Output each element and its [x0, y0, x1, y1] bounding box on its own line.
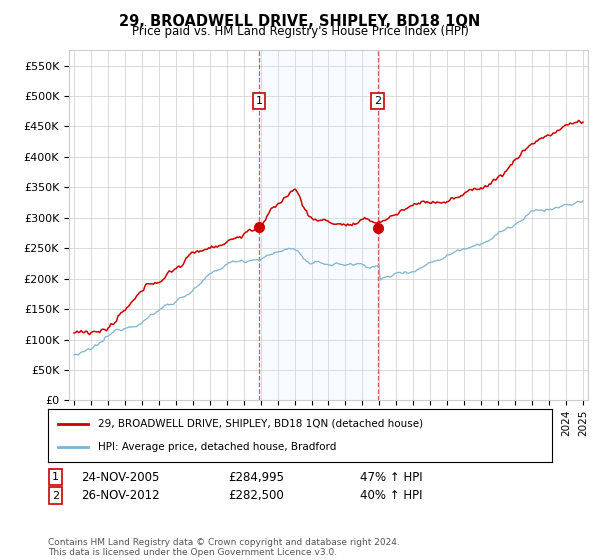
Text: Price paid vs. HM Land Registry's House Price Index (HPI): Price paid vs. HM Land Registry's House … [131, 25, 469, 38]
Bar [259, 50, 377, 400]
Text: Contains HM Land Registry data © Crown copyright and database right 2024.
This d: Contains HM Land Registry data © Crown c… [48, 538, 400, 557]
Text: £284,995: £284,995 [228, 470, 284, 484]
Text: £282,500: £282,500 [228, 489, 284, 502]
Text: 26-NOV-2012: 26-NOV-2012 [81, 489, 160, 502]
Text: 29, BROADWELL DRIVE, SHIPLEY, BD18 1QN: 29, BROADWELL DRIVE, SHIPLEY, BD18 1QN [119, 14, 481, 29]
Text: 40% ↑ HPI: 40% ↑ HPI [360, 489, 422, 502]
Text: HPI: Average price, detached house, Bradford: HPI: Average price, detached house, Brad… [98, 442, 337, 452]
Text: 2: 2 [374, 96, 381, 106]
Text: 1: 1 [256, 96, 262, 106]
Text: 1: 1 [52, 472, 59, 482]
Text: 47% ↑ HPI: 47% ↑ HPI [360, 470, 422, 484]
Text: 29, BROADWELL DRIVE, SHIPLEY, BD18 1QN (detached house): 29, BROADWELL DRIVE, SHIPLEY, BD18 1QN (… [98, 419, 424, 429]
Text: 2: 2 [52, 491, 59, 501]
Text: 24-NOV-2005: 24-NOV-2005 [81, 470, 160, 484]
